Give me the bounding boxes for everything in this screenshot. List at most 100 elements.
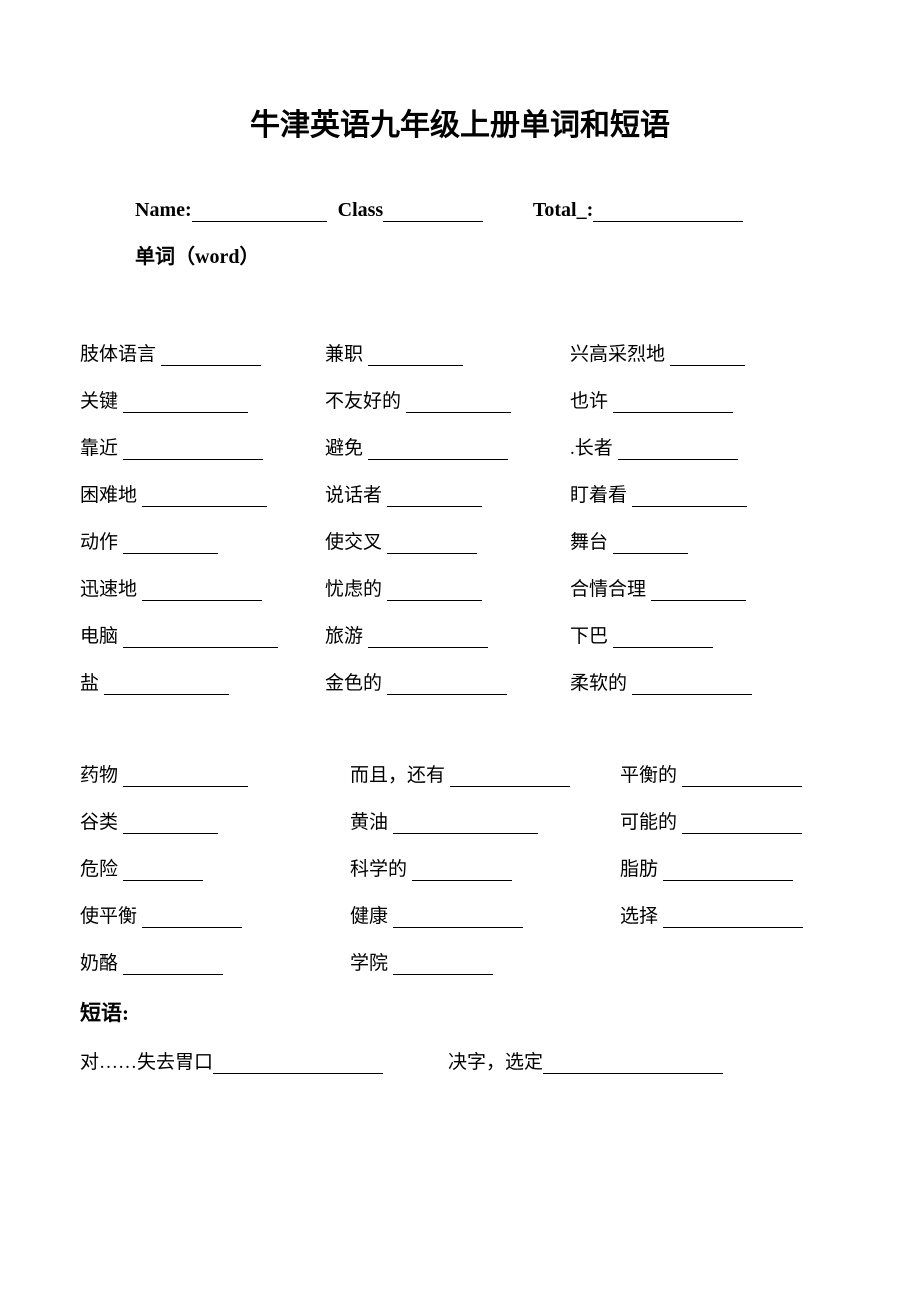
word-cell: 下巴 xyxy=(570,621,815,648)
answer-blank[interactable] xyxy=(368,442,508,460)
word-label: 选择 xyxy=(620,906,658,927)
word-label: 迅速地 xyxy=(80,579,137,600)
word-cell: 电脑 xyxy=(80,621,325,648)
phrase-label: 对……失去胃口 xyxy=(80,1052,213,1073)
word-label: 使交叉 xyxy=(325,532,382,553)
word-label: 也许 xyxy=(570,391,608,412)
answer-blank[interactable] xyxy=(123,769,248,787)
word-cell: 谷类 xyxy=(80,807,330,834)
word-label: 而且，还有 xyxy=(350,765,445,786)
answer-blank[interactable] xyxy=(663,910,803,928)
word-label: 可能的 xyxy=(620,812,677,833)
word-cell: 奶酪 xyxy=(80,948,330,975)
answer-blank[interactable] xyxy=(632,489,747,507)
word-label: 金色的 xyxy=(325,673,382,694)
word-cell: 使交叉 xyxy=(325,527,570,554)
answer-blank[interactable] xyxy=(618,442,738,460)
word-cell: 动作 xyxy=(80,527,325,554)
word-label: 使平衡 xyxy=(80,906,137,927)
answer-blank[interactable] xyxy=(104,677,229,695)
phrases-label: 短语: xyxy=(80,997,840,1027)
answer-blank[interactable] xyxy=(387,536,477,554)
word-label: 舞台 xyxy=(570,532,608,553)
answer-blank[interactable] xyxy=(123,395,248,413)
answer-blank[interactable] xyxy=(613,536,688,554)
word-label: 动作 xyxy=(80,532,118,553)
word-cell: 兴高采烈地 xyxy=(570,339,815,366)
worksheet-page: 牛津英语九年级上册单词和短语 Name: Class Total_: 单词（wo… xyxy=(0,0,920,1074)
class-blank[interactable] xyxy=(383,202,483,222)
answer-blank[interactable] xyxy=(161,348,261,366)
total-blank[interactable] xyxy=(593,202,743,222)
word-label: 兴高采烈地 xyxy=(570,344,665,365)
answer-blank[interactable] xyxy=(412,863,512,881)
word-label: .长者 xyxy=(570,438,613,459)
word-cell: 选择 xyxy=(590,901,820,928)
answer-blank[interactable] xyxy=(613,395,733,413)
word-label: 科学的 xyxy=(350,859,407,880)
answer-blank[interactable] xyxy=(142,489,267,507)
word-label: 困难地 xyxy=(80,485,137,506)
answer-blank[interactable] xyxy=(393,816,538,834)
word-label: 避免 xyxy=(325,438,363,459)
answer-blank[interactable] xyxy=(393,957,493,975)
answer-blank[interactable] xyxy=(670,348,745,366)
word-cell: 使平衡 xyxy=(80,901,330,928)
answer-blank[interactable] xyxy=(142,583,262,601)
answer-blank[interactable] xyxy=(387,583,482,601)
answer-blank[interactable] xyxy=(123,816,218,834)
answer-blank[interactable] xyxy=(682,816,802,834)
answer-blank[interactable] xyxy=(387,677,507,695)
answer-blank[interactable] xyxy=(387,489,482,507)
word-label: 关键 xyxy=(80,391,118,412)
word-label: 肢体语言 xyxy=(80,344,156,365)
answer-blank[interactable] xyxy=(123,863,203,881)
word-label: 不友好的 xyxy=(325,391,401,412)
phrase-label: 决字，选定 xyxy=(448,1052,543,1073)
answer-blank[interactable] xyxy=(663,863,793,881)
answer-blank[interactable] xyxy=(142,910,242,928)
word-cell: 旅游 xyxy=(325,621,570,648)
answer-blank[interactable] xyxy=(406,395,511,413)
answer-blank[interactable] xyxy=(393,910,523,928)
word-cell: 黄油 xyxy=(330,807,590,834)
word-cell: 肢体语言 xyxy=(80,339,325,366)
word-cell: 危险 xyxy=(80,854,330,881)
answer-blank[interactable] xyxy=(213,1056,383,1074)
word-cell xyxy=(590,948,820,975)
answer-blank[interactable] xyxy=(123,957,223,975)
word-cell: 而且，还有 xyxy=(330,760,590,787)
answer-blank[interactable] xyxy=(123,442,263,460)
word-label: 说话者 xyxy=(325,485,382,506)
word-cell: 平衡的 xyxy=(590,760,820,787)
answer-blank[interactable] xyxy=(123,536,218,554)
page-title: 牛津英语九年级上册单词和短语 xyxy=(80,100,840,144)
answer-blank[interactable] xyxy=(368,630,488,648)
name-label: Name: xyxy=(135,199,192,221)
answer-blank[interactable] xyxy=(368,348,463,366)
answer-blank[interactable] xyxy=(450,769,570,787)
answer-blank[interactable] xyxy=(682,769,802,787)
answer-blank[interactable] xyxy=(123,630,278,648)
word-cell: 健康 xyxy=(330,901,590,928)
word-label: 黄油 xyxy=(350,812,388,833)
word-cell: 可能的 xyxy=(590,807,820,834)
word-label: 药物 xyxy=(80,765,118,786)
word-label: 忧虑的 xyxy=(325,579,382,600)
word-label: 健康 xyxy=(350,906,388,927)
word-cell: 不友好的 xyxy=(325,386,570,413)
word-label: 学院 xyxy=(350,953,388,974)
name-blank[interactable] xyxy=(192,202,327,222)
word-subheading: 单词（word） xyxy=(80,240,840,269)
answer-blank[interactable] xyxy=(613,630,713,648)
word-label: 兼职 xyxy=(325,344,363,365)
answer-blank[interactable] xyxy=(543,1056,723,1074)
word-cell: 关键 xyxy=(80,386,325,413)
answer-blank[interactable] xyxy=(632,677,752,695)
word-label: 合情合理 xyxy=(570,579,646,600)
word-label: 危险 xyxy=(80,859,118,880)
word-cell: .长者 xyxy=(570,433,815,460)
answer-blank[interactable] xyxy=(651,583,746,601)
word-cell: 柔软的 xyxy=(570,668,815,695)
word-label: 奶酪 xyxy=(80,953,118,974)
